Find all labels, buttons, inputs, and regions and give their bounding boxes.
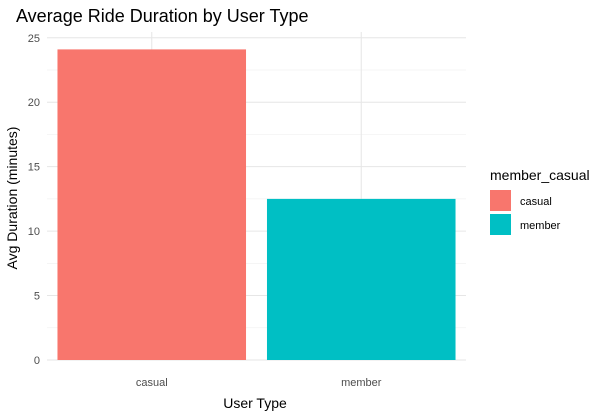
legend: member_casual casual member	[490, 167, 590, 235]
y-axis-title: Avg Duration (minutes)	[4, 127, 20, 270]
y-tick-label: 10	[28, 226, 40, 238]
x-axis-title: User Type	[223, 395, 287, 411]
y-tick-label: 0	[34, 355, 40, 367]
x-tick-label: casual	[136, 377, 168, 389]
legend-label-casual: casual	[520, 196, 552, 208]
chart-title: Average Ride Duration by User Type	[16, 6, 309, 26]
y-tick-label: 20	[28, 97, 40, 109]
x-tick-label: member	[341, 377, 382, 389]
bar-casual	[57, 49, 247, 360]
bars	[57, 49, 456, 360]
bar-member	[266, 198, 456, 360]
y-tick-label: 15	[28, 162, 40, 174]
y-tick-label: 5	[34, 291, 40, 303]
legend-label-member: member	[520, 220, 561, 232]
legend-title: member_casual	[490, 167, 590, 183]
x-axis-ticks: casual member	[136, 377, 382, 389]
y-tick-label: 25	[28, 33, 40, 45]
legend-key-casual	[490, 190, 511, 211]
legend-key-member	[490, 214, 511, 235]
y-axis-ticks: 0 5 10 15 20 25	[28, 33, 40, 367]
